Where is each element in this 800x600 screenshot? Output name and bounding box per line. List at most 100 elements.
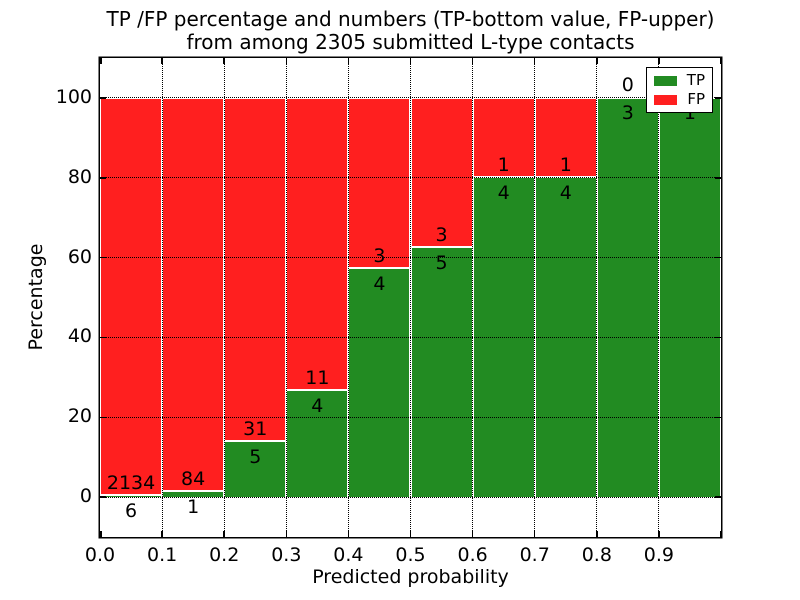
x-axis-tick-label: 0.1 (146, 544, 178, 566)
bar-bin-0.9 (658, 97, 721, 498)
x-tick-mark (409, 58, 412, 64)
y-tick-mark (100, 496, 106, 498)
bar-bin-0.3 (286, 97, 349, 498)
bar-tp-segment (597, 97, 658, 498)
bar-tp-segment (225, 441, 286, 498)
y-axis-tick-label: 80 (67, 165, 92, 188)
y-axis-tick-label: 0 (79, 485, 92, 508)
y-axis-tick-label: 40 (67, 325, 92, 348)
x-tick-mark (719, 531, 721, 537)
y-tick-mark (100, 97, 106, 99)
v-gridline (285, 58, 287, 537)
x-tick-mark (285, 531, 288, 537)
y-tick-mark (715, 256, 721, 259)
v-gridline (472, 58, 474, 537)
bar-bin-0.2 (224, 97, 287, 498)
bar-bin-0.0 (100, 97, 163, 498)
x-tick-mark (658, 531, 660, 537)
y-tick-mark (100, 256, 106, 259)
x-tick-mark (161, 58, 163, 64)
x-tick-mark (223, 58, 225, 64)
tp-count-label: 5 (435, 251, 448, 274)
bar-fp-segment (473, 97, 534, 178)
grid-layer (100, 58, 721, 537)
bar-tp-segment (163, 492, 224, 498)
legend-entry-tp: TP (654, 73, 705, 88)
fp-count-label: 1 (559, 153, 572, 176)
v-gridline (161, 58, 163, 537)
legend-swatch-tp-icon (654, 75, 677, 86)
v-gridline (410, 58, 411, 537)
v-gridline (596, 58, 598, 537)
bar-fp-segment (101, 97, 162, 496)
y-axis-tick-label: 100 (55, 85, 92, 108)
chart-title-line2: from among 2305 submitted L-type contact… (186, 30, 635, 54)
fp-count-label: 2134 (106, 471, 156, 494)
x-tick-mark (285, 58, 288, 64)
bar-bin-0.8 (596, 97, 659, 498)
bar-tp-segment (101, 495, 162, 498)
bar-tp-segment (287, 390, 348, 498)
x-tick-mark (471, 58, 474, 64)
legend: TP FP (646, 67, 713, 113)
tp-count-label: 6 (125, 499, 138, 522)
v-gridline (223, 58, 225, 537)
x-axis-label: Predicted probability (312, 566, 509, 588)
y-tick-mark (100, 416, 106, 418)
bar-fp-segment (411, 97, 472, 248)
x-tick-mark (161, 531, 163, 537)
fp-count-label: 3 (435, 223, 448, 246)
y-tick-mark (715, 177, 721, 179)
fp-count-label: 3 (373, 245, 386, 267)
fp-count-label: 11 (305, 366, 330, 389)
bar-fp-segment (225, 97, 286, 442)
tp-count-label: 4 (559, 181, 572, 204)
fp-count-label: 84 (181, 468, 206, 491)
bar-tp-segment (411, 247, 472, 498)
tp-count-label: 4 (373, 273, 386, 295)
tp-count-label: 3 (621, 101, 634, 124)
legend-swatch-fp-icon (654, 94, 678, 105)
legend-label-tp: TP (686, 71, 705, 89)
v-gridline (347, 58, 349, 537)
bar-fp-segment (349, 97, 410, 269)
x-axis-tick-label: 0.8 (581, 544, 612, 566)
x-tick-mark (596, 58, 598, 64)
chart-title-line1: TP /FP percentage and numbers (TP-bottom… (106, 7, 715, 31)
y-axis-tick-label: 20 (67, 405, 92, 428)
bar-fp-segment (287, 97, 348, 391)
x-tick-mark (100, 58, 102, 64)
tp-count-label: 1 (187, 496, 200, 519)
y-tick-mark (715, 416, 721, 418)
y-tick-mark (715, 496, 721, 498)
bar-bin-0.1 (162, 97, 225, 498)
x-tick-mark (347, 58, 350, 64)
x-tick-mark (471, 531, 474, 537)
ticks-layer (100, 58, 721, 537)
v-gridline (658, 58, 660, 537)
y-tick-mark (100, 177, 106, 179)
bar-fp-segment (163, 97, 224, 493)
v-gridline (534, 58, 536, 537)
bar-fp-segment (535, 97, 596, 178)
fp-count-label: 0 (621, 73, 634, 96)
x-tick-mark (596, 531, 598, 537)
y-tick-mark (100, 336, 106, 339)
bar-bin-0.5 (410, 97, 473, 498)
bar-bin-0.4 (348, 97, 411, 498)
x-tick-mark (100, 531, 102, 537)
x-axis-tick-label: 0.9 (643, 544, 674, 566)
x-tick-mark (409, 531, 412, 537)
legend-entry-fp: FP (654, 92, 705, 107)
plot-area: 2134684131511434351414031 TP FP (100, 58, 721, 537)
x-axis-tick-label: 0.0 (84, 544, 116, 566)
y-tick-mark (715, 336, 721, 339)
tp-count-label: 4 (311, 394, 324, 417)
x-tick-mark (719, 58, 721, 64)
chart-title: TP /FP percentage and numbers (TP-bottom… (100, 8, 721, 54)
bar-tp-segment (659, 97, 720, 498)
x-tick-mark (347, 531, 350, 537)
x-axis-tick-label: 0.6 (457, 544, 488, 566)
tp-count-label: 4 (497, 181, 510, 204)
fp-count-label: 1 (497, 153, 510, 176)
